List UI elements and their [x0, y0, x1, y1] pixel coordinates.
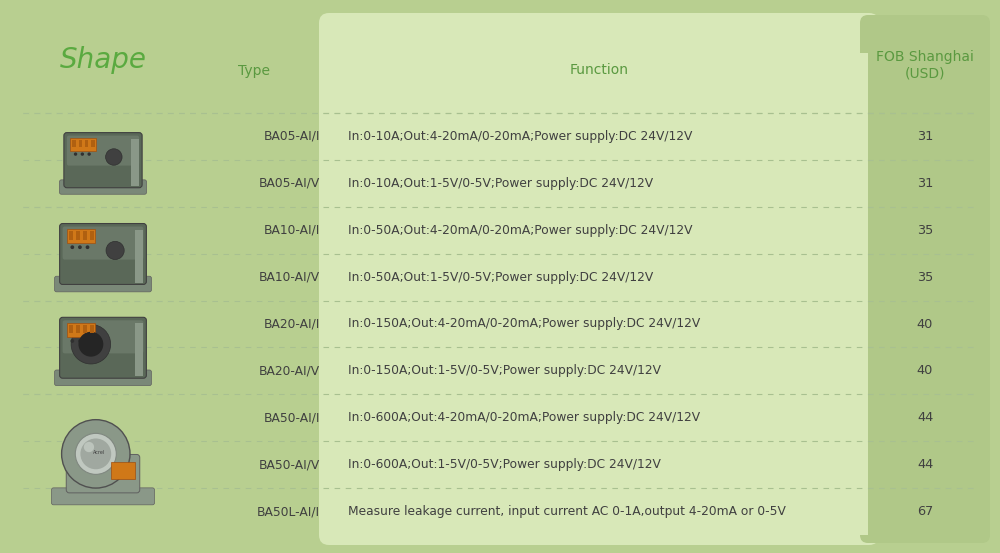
- Text: Measure leakage current, input current AC 0-1A,output 4-20mA or 0-5V: Measure leakage current, input current A…: [348, 505, 786, 518]
- Bar: [79, 140, 82, 147]
- FancyBboxPatch shape: [60, 317, 146, 378]
- Bar: [83, 231, 87, 239]
- Text: FOB Shanghai
(USD): FOB Shanghai (USD): [876, 50, 974, 81]
- Bar: [91, 140, 95, 147]
- FancyBboxPatch shape: [6, 6, 994, 547]
- FancyBboxPatch shape: [63, 320, 143, 353]
- Text: 35: 35: [917, 224, 933, 237]
- Circle shape: [87, 153, 91, 156]
- FancyBboxPatch shape: [319, 13, 879, 545]
- Text: BA50L-AI/I: BA50L-AI/I: [257, 505, 320, 518]
- Circle shape: [78, 339, 82, 343]
- Circle shape: [75, 434, 116, 474]
- FancyBboxPatch shape: [60, 223, 146, 284]
- Text: 31: 31: [917, 130, 933, 143]
- Circle shape: [81, 153, 84, 156]
- FancyBboxPatch shape: [55, 370, 151, 385]
- Bar: [135, 324, 143, 376]
- Circle shape: [106, 241, 124, 259]
- Bar: [135, 229, 143, 283]
- Bar: [330, 279, 868, 535]
- FancyBboxPatch shape: [860, 15, 990, 543]
- Text: Function: Function: [570, 64, 629, 77]
- Circle shape: [86, 339, 89, 343]
- Text: In:0-50A;Out:1-5V/0-5V;Power supply:DC 24V/12V: In:0-50A;Out:1-5V/0-5V;Power supply:DC 2…: [348, 270, 653, 284]
- Text: 31: 31: [917, 177, 933, 190]
- Bar: [90, 231, 94, 239]
- FancyBboxPatch shape: [52, 488, 154, 505]
- Text: Acrel: Acrel: [93, 450, 105, 455]
- FancyBboxPatch shape: [63, 227, 143, 259]
- Bar: [69, 231, 73, 239]
- Text: 67: 67: [917, 505, 933, 518]
- Text: BA10-AI/I: BA10-AI/I: [264, 224, 320, 237]
- Text: Shape: Shape: [60, 46, 146, 75]
- FancyBboxPatch shape: [67, 135, 139, 165]
- Text: BA50-AI/V: BA50-AI/V: [259, 458, 320, 471]
- Text: In:0-10A;Out:4-20mA/0-20mA;Power supply:DC 24V/12V: In:0-10A;Out:4-20mA/0-20mA;Power supply:…: [348, 130, 692, 143]
- Circle shape: [70, 246, 74, 249]
- Circle shape: [70, 339, 74, 343]
- Bar: [70, 138, 96, 150]
- FancyBboxPatch shape: [64, 133, 142, 187]
- Bar: [85, 140, 88, 147]
- Bar: [67, 323, 95, 337]
- Bar: [83, 325, 87, 333]
- Text: 44: 44: [917, 411, 933, 424]
- Text: BA20-AI/I: BA20-AI/I: [264, 317, 320, 331]
- Text: BA50-AI/I: BA50-AI/I: [264, 411, 320, 424]
- Circle shape: [84, 442, 94, 452]
- FancyBboxPatch shape: [66, 455, 140, 493]
- Text: 44: 44: [917, 458, 933, 471]
- Circle shape: [62, 420, 130, 488]
- Bar: [69, 325, 73, 333]
- Circle shape: [78, 246, 82, 249]
- Text: In:0-50A;Out:4-20mA/0-20mA;Power supply:DC 24V/12V: In:0-50A;Out:4-20mA/0-20mA;Power supply:…: [348, 224, 692, 237]
- Circle shape: [78, 332, 103, 357]
- Text: In:0-600A;Out:4-20mA/0-20mA;Power supply:DC 24V/12V: In:0-600A;Out:4-20mA/0-20mA;Power supply…: [348, 411, 700, 424]
- Circle shape: [74, 153, 77, 156]
- Bar: [131, 139, 139, 186]
- Text: 35: 35: [917, 270, 933, 284]
- Bar: [72, 140, 76, 147]
- FancyBboxPatch shape: [322, 15, 876, 543]
- Text: In:0-10A;Out:1-5V/0-5V;Power supply:DC 24V/12V: In:0-10A;Out:1-5V/0-5V;Power supply:DC 2…: [348, 177, 653, 190]
- Text: In:0-150A;Out:1-5V/0-5V;Power supply:DC 24V/12V: In:0-150A;Out:1-5V/0-5V;Power supply:DC …: [348, 364, 661, 377]
- Bar: [111, 462, 135, 479]
- Circle shape: [86, 246, 89, 249]
- Bar: [76, 325, 80, 333]
- Text: 40: 40: [917, 317, 933, 331]
- Bar: [868, 53, 982, 535]
- Text: BA05-AI/I: BA05-AI/I: [264, 130, 320, 143]
- Bar: [90, 325, 94, 333]
- Text: Type: Type: [238, 64, 270, 77]
- Text: BA20-AI/V: BA20-AI/V: [259, 364, 320, 377]
- FancyBboxPatch shape: [55, 276, 151, 292]
- Circle shape: [106, 149, 122, 165]
- Circle shape: [80, 439, 111, 469]
- Text: BA10-AI/V: BA10-AI/V: [259, 270, 320, 284]
- Bar: [76, 231, 80, 239]
- Circle shape: [71, 325, 111, 364]
- FancyBboxPatch shape: [59, 180, 147, 194]
- Text: BA05-AI/V: BA05-AI/V: [259, 177, 320, 190]
- Text: In:0-600A;Out:1-5V/0-5V;Power supply:DC 24V/12V: In:0-600A;Out:1-5V/0-5V;Power supply:DC …: [348, 458, 661, 471]
- Text: In:0-150A;Out:4-20mA/0-20mA;Power supply:DC 24V/12V: In:0-150A;Out:4-20mA/0-20mA;Power supply…: [348, 317, 700, 331]
- Bar: [330, 53, 868, 535]
- Text: 40: 40: [917, 364, 933, 377]
- Bar: [67, 229, 95, 243]
